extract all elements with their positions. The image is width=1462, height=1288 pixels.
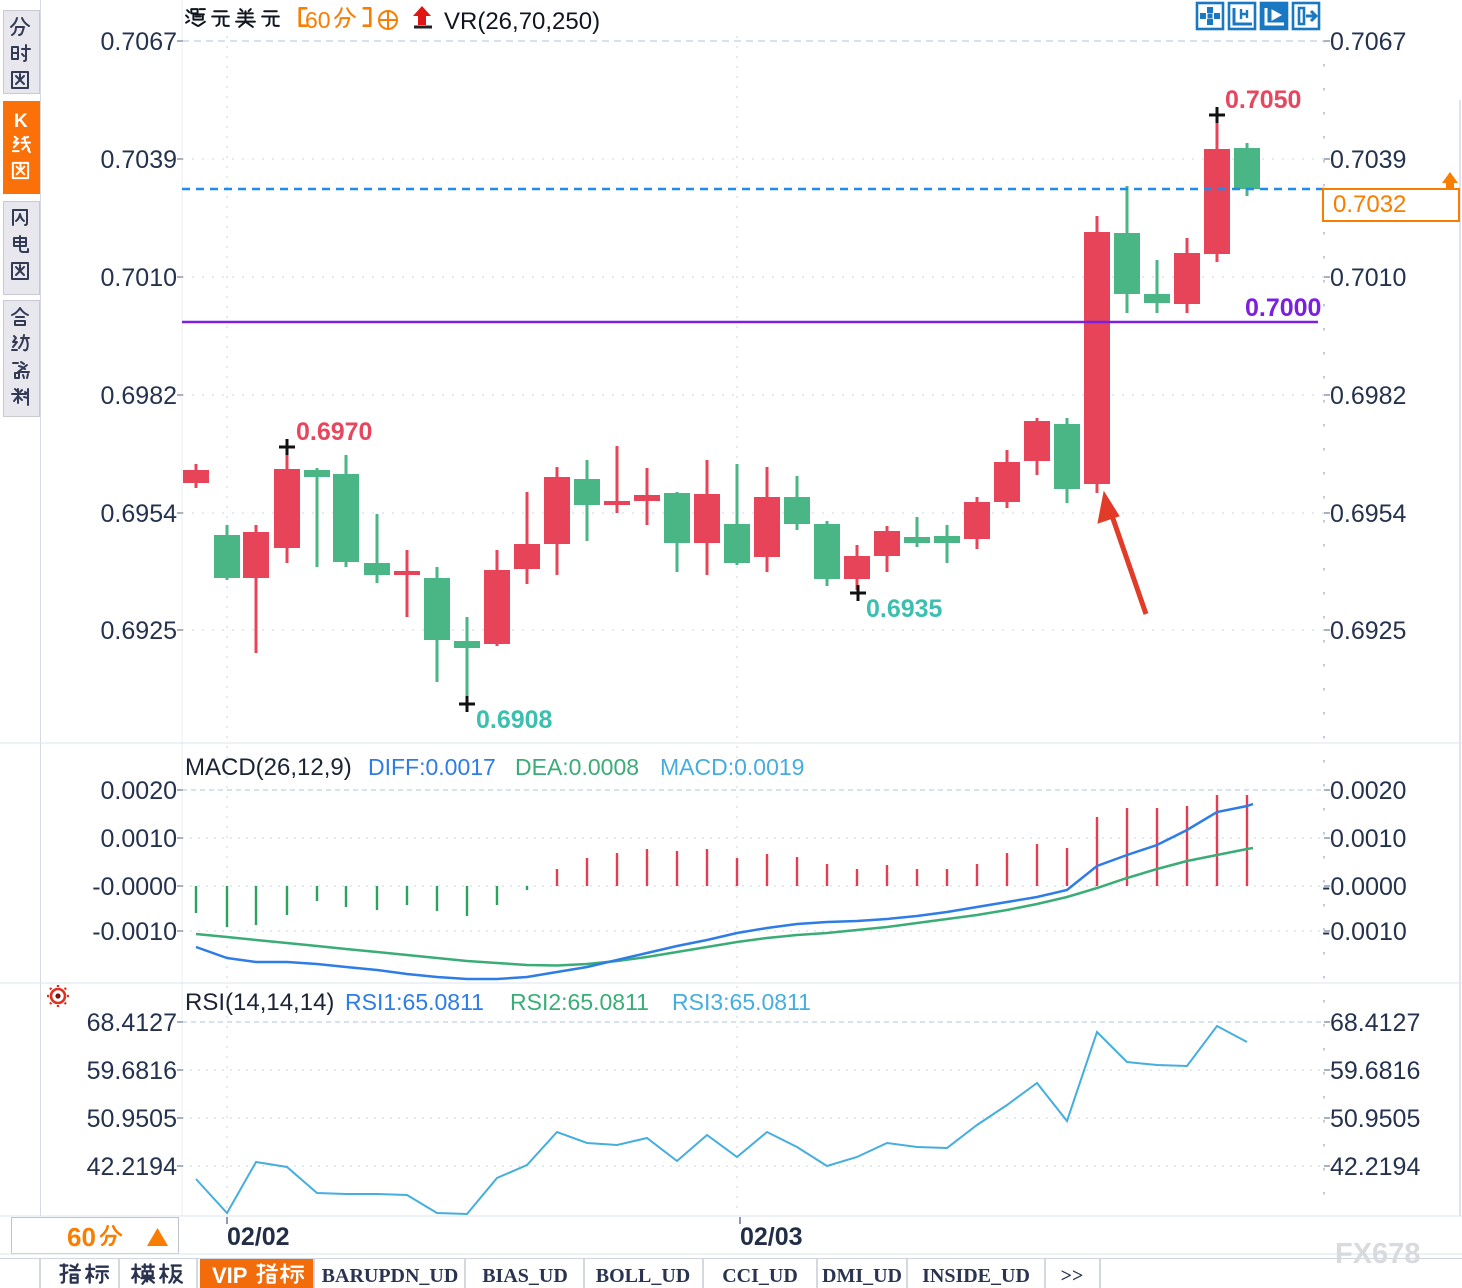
svg-text:0.6925: 0.6925	[101, 617, 177, 645]
svg-text:-0.0010: -0.0010	[92, 918, 177, 946]
svg-text:VR(26,70,250): VR(26,70,250)	[444, 8, 600, 35]
svg-text:BOLL_UD: BOLL_UD	[596, 1265, 690, 1287]
svg-text:68.4127: 68.4127	[87, 1009, 177, 1037]
svg-text:RSI3:65.0811: RSI3:65.0811	[672, 989, 811, 1015]
svg-text:MACD(26,12,9): MACD(26,12,9)	[185, 754, 352, 781]
svg-text:50.9505: 50.9505	[87, 1105, 177, 1133]
svg-text:0.6925: 0.6925	[1330, 617, 1406, 645]
svg-text:0.7039: 0.7039	[101, 146, 177, 174]
svg-text:DIFF:0.0017: DIFF:0.0017	[368, 754, 496, 780]
svg-text:60: 60	[305, 7, 331, 33]
svg-text:0.0020: 0.0020	[101, 777, 177, 805]
svg-text:0.7039: 0.7039	[1330, 146, 1406, 174]
svg-text:DEA:0.0008: DEA:0.0008	[515, 754, 639, 780]
svg-text:0.6982: 0.6982	[1330, 382, 1406, 410]
svg-text:0.6908: 0.6908	[476, 706, 553, 734]
svg-text:VIP: VIP	[212, 1263, 247, 1288]
svg-text:02/02: 02/02	[227, 1223, 290, 1251]
svg-text:RSI2:65.0811: RSI2:65.0811	[510, 989, 649, 1015]
svg-text:59.6816: 59.6816	[87, 1057, 177, 1085]
svg-text:0.0020: 0.0020	[1330, 777, 1406, 805]
svg-text:K: K	[14, 111, 28, 132]
svg-text:0.0010: 0.0010	[101, 825, 177, 853]
svg-text:BARUPDN_UD: BARUPDN_UD	[322, 1265, 459, 1287]
svg-text:59.6816: 59.6816	[1330, 1057, 1420, 1085]
svg-text:BIAS_UD: BIAS_UD	[482, 1265, 568, 1287]
svg-text:0.6982: 0.6982	[101, 382, 177, 410]
svg-text:>>: >>	[1061, 1265, 1084, 1287]
svg-text:0.7067: 0.7067	[101, 28, 177, 56]
svg-text:-0.0000: -0.0000	[1322, 873, 1407, 901]
svg-text:0.6954: 0.6954	[101, 500, 178, 528]
svg-text:0.6970: 0.6970	[296, 418, 372, 446]
svg-text:FX678: FX678	[1335, 1238, 1420, 1270]
svg-text:0.7050: 0.7050	[1225, 86, 1301, 114]
svg-text:MACD:0.0019: MACD:0.0019	[660, 754, 804, 780]
svg-text:0.7067: 0.7067	[1330, 28, 1406, 56]
svg-text:42.2194: 42.2194	[1330, 1153, 1420, 1181]
svg-text:-0.0010: -0.0010	[1322, 918, 1407, 946]
svg-text:DMI_UD: DMI_UD	[822, 1265, 902, 1287]
svg-text:0.7010: 0.7010	[101, 264, 177, 292]
svg-text:0.0010: 0.0010	[1330, 825, 1406, 853]
svg-text:68.4127: 68.4127	[1330, 1009, 1420, 1037]
svg-text:42.2194: 42.2194	[87, 1153, 177, 1181]
svg-text:-0.0000: -0.0000	[92, 873, 177, 901]
svg-text:0.6954: 0.6954	[1330, 500, 1407, 528]
svg-text:CCI_UD: CCI_UD	[722, 1265, 798, 1287]
svg-text:RSI(14,14,14): RSI(14,14,14)	[185, 989, 334, 1016]
svg-text:RSI1:65.0811: RSI1:65.0811	[345, 989, 484, 1015]
svg-text:60: 60	[67, 1222, 96, 1252]
svg-text:50.9505: 50.9505	[1330, 1105, 1420, 1133]
svg-text:02/03: 02/03	[740, 1223, 803, 1251]
svg-text:0.6935: 0.6935	[866, 595, 943, 623]
svg-text:INSIDE_UD: INSIDE_UD	[922, 1265, 1030, 1287]
svg-text:0.7000: 0.7000	[1245, 294, 1321, 322]
svg-text:0.7010: 0.7010	[1330, 264, 1406, 292]
